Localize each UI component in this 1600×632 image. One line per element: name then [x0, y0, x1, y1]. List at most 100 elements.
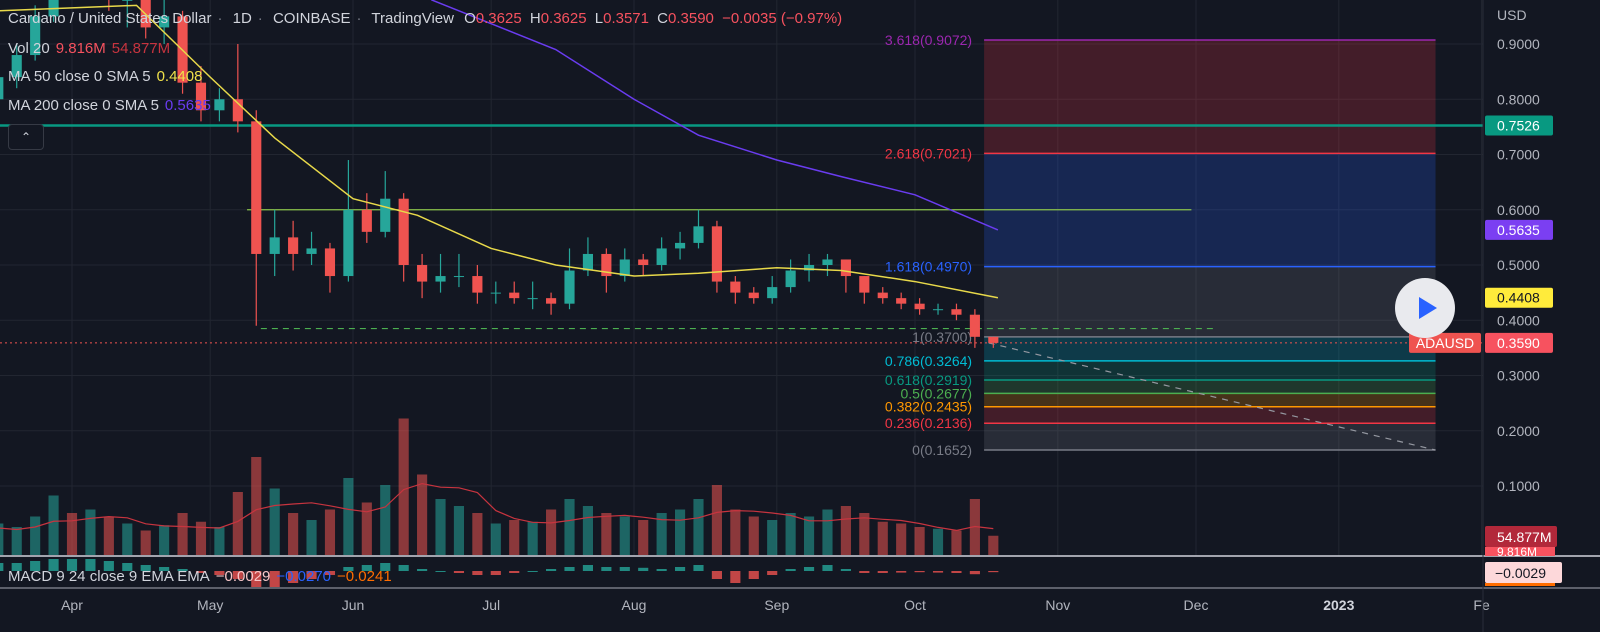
price-badge-label: 0.7526 [1497, 117, 1540, 133]
volume-bar [509, 520, 520, 555]
ohlc-low: L0.3571 [594, 10, 649, 27]
ma200-line [431, 0, 999, 231]
volume-bar [767, 520, 778, 555]
macd-histogram-bar [30, 561, 41, 571]
volume-bar [103, 516, 114, 555]
volume-bar [601, 513, 612, 555]
candle-body [361, 209, 372, 232]
candle-body [969, 314, 980, 337]
volume-bar [582, 506, 594, 555]
macd-histogram-bar [324, 571, 336, 575]
fib-zone [984, 266, 1436, 337]
macd-histogram-bar [214, 571, 225, 575]
volume-bar [269, 488, 280, 555]
fib-level-label: 0.786(0.3264) [885, 353, 972, 369]
candle-body [730, 281, 741, 293]
fib-zone [984, 406, 1436, 424]
macd-histogram-bar [859, 571, 870, 573]
price-tick-label: 0.6000 [1497, 202, 1540, 218]
candle-body [159, 16, 170, 28]
candle-body [693, 226, 704, 243]
data-source: TradingView [371, 10, 454, 27]
fib-zone [984, 336, 1436, 361]
macd-histogram-bar [785, 569, 796, 571]
volume-bar [822, 509, 833, 555]
volume-bar [656, 513, 667, 555]
price-badge-label: 0.5635 [1497, 222, 1540, 238]
volume-bar [527, 521, 538, 555]
macd-legend[interactable]: MACD 9 24 close 9 EMA EMA −0.0029 −0.0270−… [8, 568, 398, 585]
macd-badge [1485, 562, 1562, 583]
candle-body [674, 242, 686, 249]
macd-badge-label: −0.0029 [1495, 565, 1546, 581]
volume-bar [490, 523, 501, 555]
candle-body [306, 248, 317, 254]
candle-body [380, 198, 391, 232]
interval[interactable]: 1D [232, 10, 252, 27]
time-tick-label: Oct [904, 597, 926, 613]
exchange: COINBASE [272, 10, 351, 27]
candle-body [896, 298, 907, 304]
candle-body [932, 309, 944, 311]
price-badge-label: 0.4408 [1497, 290, 1540, 306]
volume-bar [932, 528, 944, 555]
volume-bar [398, 418, 409, 555]
macd-histogram-bar [122, 563, 133, 571]
macd-histogram-bar [66, 559, 78, 571]
volume-bar [546, 509, 557, 555]
symbol-legend: Cardano / United States Dollar · 1D · COIN… [8, 10, 843, 27]
time-tick-label: Fe [1473, 597, 1490, 613]
volume-bar [159, 525, 170, 555]
volume-value: 9.816M [55, 40, 106, 57]
time-tick-label: Nov [1045, 597, 1070, 613]
volume-bar [619, 516, 630, 555]
candle-body [988, 336, 999, 343]
volume-bar [988, 535, 999, 555]
candle-body [509, 292, 520, 299]
macd-histogram-bar [674, 567, 686, 571]
volume-bar [306, 520, 317, 555]
volume-bar [177, 513, 188, 555]
macd-histogram-bar [951, 571, 962, 573]
macd-histogram-bar [48, 559, 59, 571]
candle-body [601, 253, 612, 277]
fib-level-label: 3.618(0.9072) [885, 32, 972, 48]
volume-label: Vol 20 [8, 40, 50, 57]
collapse-legend-button[interactable]: ⌃ [8, 124, 44, 150]
macd-histogram-bar [914, 571, 925, 573]
candle-body [0, 77, 4, 100]
price-change: −0.0035 (−0.97%) [722, 10, 843, 27]
volume-bar [195, 521, 207, 555]
macd-histogram-bar [232, 571, 243, 579]
candle-body [435, 276, 446, 282]
macd-histogram-bar [472, 571, 483, 575]
fib-zone [984, 423, 1436, 450]
price-tick-label: 0.9000 [1497, 36, 1540, 52]
volume-bar [472, 513, 483, 555]
volume-bar [674, 509, 686, 555]
ma50-legend[interactable]: MA 50 close 0 SMA 5 0.4408 [8, 68, 208, 85]
price-tick-label: 0.1000 [1497, 478, 1540, 494]
volume-badge-label: 54.877M [1497, 529, 1551, 545]
volume-bar [435, 499, 446, 555]
fib-level-label: 2.618(0.7021) [885, 145, 972, 161]
trend-dashed-line [988, 342, 1436, 451]
price-tick-label: 0.2000 [1497, 423, 1540, 439]
macd-histogram-bar [490, 571, 501, 575]
volume-bar [840, 506, 851, 555]
macd-histogram-bar [969, 571, 980, 575]
macd-histogram-bar [748, 571, 759, 579]
ma200-legend[interactable]: MA 200 close 0 SMA 5 0.5635 [8, 97, 217, 114]
fib-zone [984, 360, 1436, 380]
play-button[interactable] [1395, 278, 1455, 338]
time-tick-label: Dec [1184, 597, 1209, 613]
volume-legend[interactable]: Vol 20 9.816M 54.877M [8, 40, 176, 57]
volume-bar [232, 492, 243, 555]
macd-histogram-bar [711, 571, 722, 579]
candle-body [748, 292, 759, 299]
macd-histogram-bar [195, 571, 207, 573]
macd-histogram-bar [638, 567, 649, 571]
macd-histogram-bar [251, 571, 262, 587]
volume-bar [11, 527, 22, 555]
